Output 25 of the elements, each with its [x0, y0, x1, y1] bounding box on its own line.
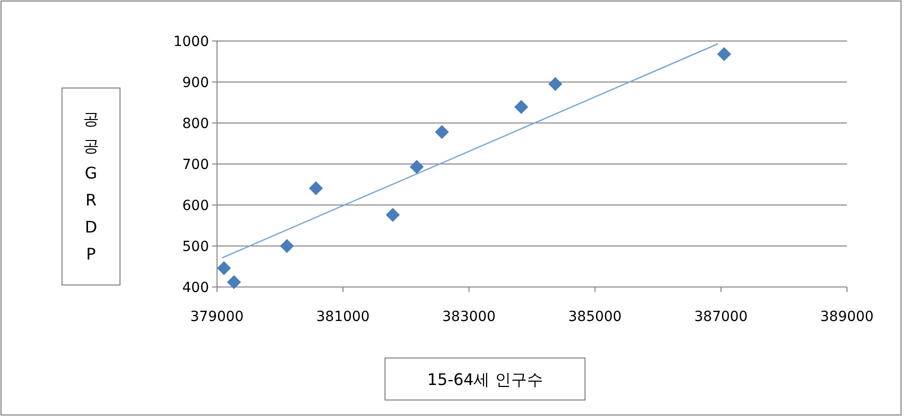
point	[434, 125, 449, 140]
point	[386, 208, 400, 222]
y-tick-label: 600	[182, 198, 209, 214]
point	[227, 275, 242, 290]
y-tick-label: 700	[182, 157, 209, 173]
y-tick-label: 800	[182, 116, 209, 132]
y-tick-label: 1000	[173, 34, 209, 50]
x-tick-label: 389000	[820, 309, 874, 325]
point	[548, 77, 562, 92]
x-axis-title: 15-64세 인구수	[427, 370, 543, 389]
point	[514, 100, 528, 114]
point	[280, 239, 294, 253]
y-axis-title: 공공GRDP	[83, 110, 99, 264]
point	[410, 160, 424, 174]
point	[308, 181, 323, 196]
y-tick-label: 500	[182, 239, 209, 255]
point	[717, 47, 732, 62]
y-tick-label: 900	[182, 75, 209, 91]
x-tick-label: 379000	[190, 309, 244, 325]
x-tick-label: 387000	[694, 309, 748, 325]
point	[216, 261, 231, 276]
x-tick-label: 385000	[568, 309, 622, 325]
y-tick-label: 400	[182, 280, 209, 296]
x-tick-label: 381000	[316, 309, 370, 325]
x-tick-label: 383000	[442, 309, 496, 325]
